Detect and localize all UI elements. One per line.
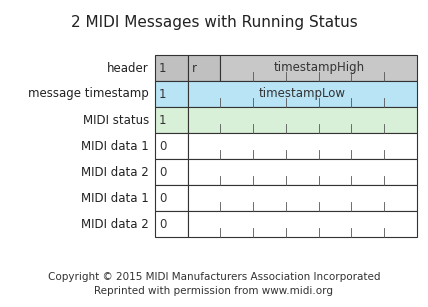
Bar bbox=[188, 107, 417, 133]
Bar bbox=[155, 81, 188, 107]
Text: Copyright © 2015 MIDI Manufacturers Association Incorporated: Copyright © 2015 MIDI Manufacturers Asso… bbox=[48, 272, 380, 282]
Bar bbox=[188, 159, 417, 185]
Text: r: r bbox=[192, 61, 197, 75]
Text: 1: 1 bbox=[159, 114, 166, 126]
Text: 1: 1 bbox=[159, 87, 166, 100]
Text: 2 MIDI Messages with Running Status: 2 MIDI Messages with Running Status bbox=[71, 14, 357, 29]
Bar bbox=[155, 55, 188, 81]
Text: timestampLow: timestampLow bbox=[259, 87, 346, 100]
Text: 0: 0 bbox=[159, 192, 166, 204]
Text: MIDI data 1: MIDI data 1 bbox=[81, 139, 149, 153]
Bar bbox=[188, 55, 220, 81]
Bar bbox=[220, 55, 417, 81]
Text: MIDI data 1: MIDI data 1 bbox=[81, 192, 149, 204]
Bar bbox=[155, 107, 188, 133]
Text: message timestamp: message timestamp bbox=[28, 87, 149, 100]
Text: MIDI data 2: MIDI data 2 bbox=[81, 165, 149, 178]
Text: Reprinted with permission from www.midi.org: Reprinted with permission from www.midi.… bbox=[95, 286, 333, 296]
Bar bbox=[188, 211, 417, 237]
Bar bbox=[188, 133, 417, 159]
Text: header: header bbox=[107, 61, 149, 75]
Text: 0: 0 bbox=[159, 217, 166, 231]
Text: timestampHigh: timestampHigh bbox=[273, 61, 364, 75]
Text: MIDI status: MIDI status bbox=[83, 114, 149, 126]
Bar bbox=[188, 185, 417, 211]
Bar bbox=[155, 133, 188, 159]
Text: 1: 1 bbox=[159, 61, 166, 75]
Text: 0: 0 bbox=[159, 165, 166, 178]
Text: MIDI data 2: MIDI data 2 bbox=[81, 217, 149, 231]
Bar bbox=[155, 211, 188, 237]
Bar bbox=[155, 159, 188, 185]
Bar bbox=[155, 185, 188, 211]
Text: 0: 0 bbox=[159, 139, 166, 153]
Bar bbox=[188, 81, 417, 107]
